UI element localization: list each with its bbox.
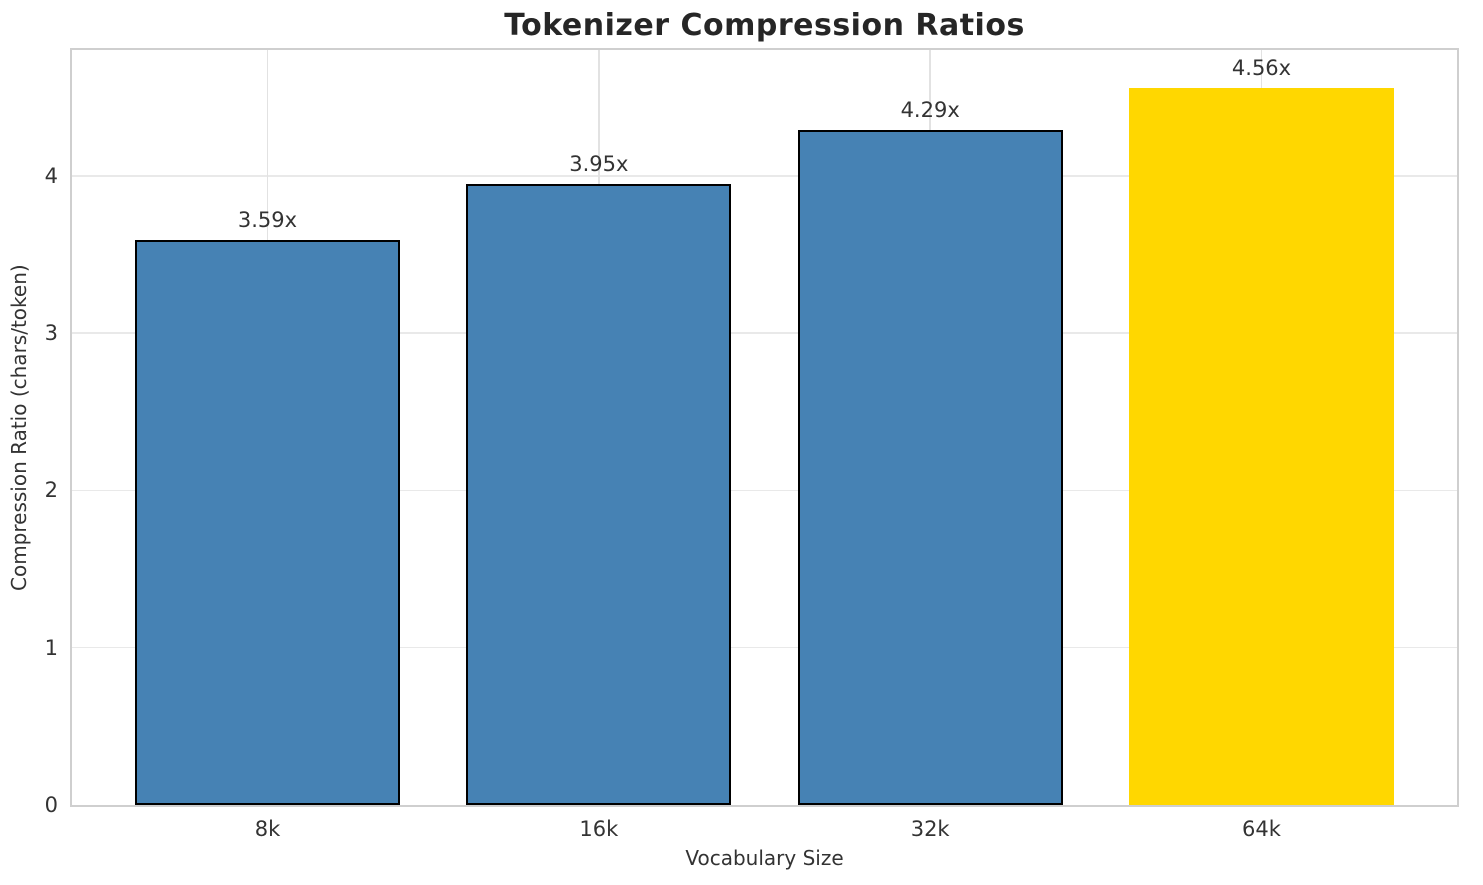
bar-64k bbox=[1128, 87, 1395, 805]
gridline-horizontal bbox=[72, 332, 1457, 334]
gridline-horizontal bbox=[72, 646, 1457, 649]
gridline-horizontal bbox=[72, 489, 1457, 492]
bar-value-label: 4.56x bbox=[1231, 55, 1292, 80]
plot-area: 0 1 2 3 4 3.59x 8k 3.95x 16k 4.29x 32k 4.56x 64k bbox=[45, 48, 1459, 841]
y-tick-label: 2 bbox=[44, 478, 58, 503]
bar-value-label: 3.95x bbox=[569, 151, 629, 176]
bar-32k bbox=[797, 130, 1063, 805]
y-tick-label: 3 bbox=[44, 321, 58, 346]
x-tick-label: 64k bbox=[1242, 817, 1281, 841]
bar-16k bbox=[466, 183, 732, 805]
bar-8k bbox=[134, 240, 401, 805]
y-tick-label: 0 bbox=[44, 793, 58, 817]
y-tick-label: 4 bbox=[44, 163, 58, 188]
x-axis-label: Vocabulary Size bbox=[685, 846, 844, 870]
x-tick-label: 8k bbox=[254, 817, 281, 841]
x-tick-label: 32k bbox=[910, 817, 950, 841]
y-tick-label: 1 bbox=[44, 635, 58, 660]
x-tick-label: 16k bbox=[579, 817, 619, 841]
chart-title: Tokenizer Compression Ratios bbox=[504, 8, 1025, 43]
gridline-horizontal bbox=[72, 175, 1457, 177]
bar-value-label: 3.59x bbox=[237, 208, 298, 233]
bar-value-label: 4.29x bbox=[900, 98, 960, 123]
